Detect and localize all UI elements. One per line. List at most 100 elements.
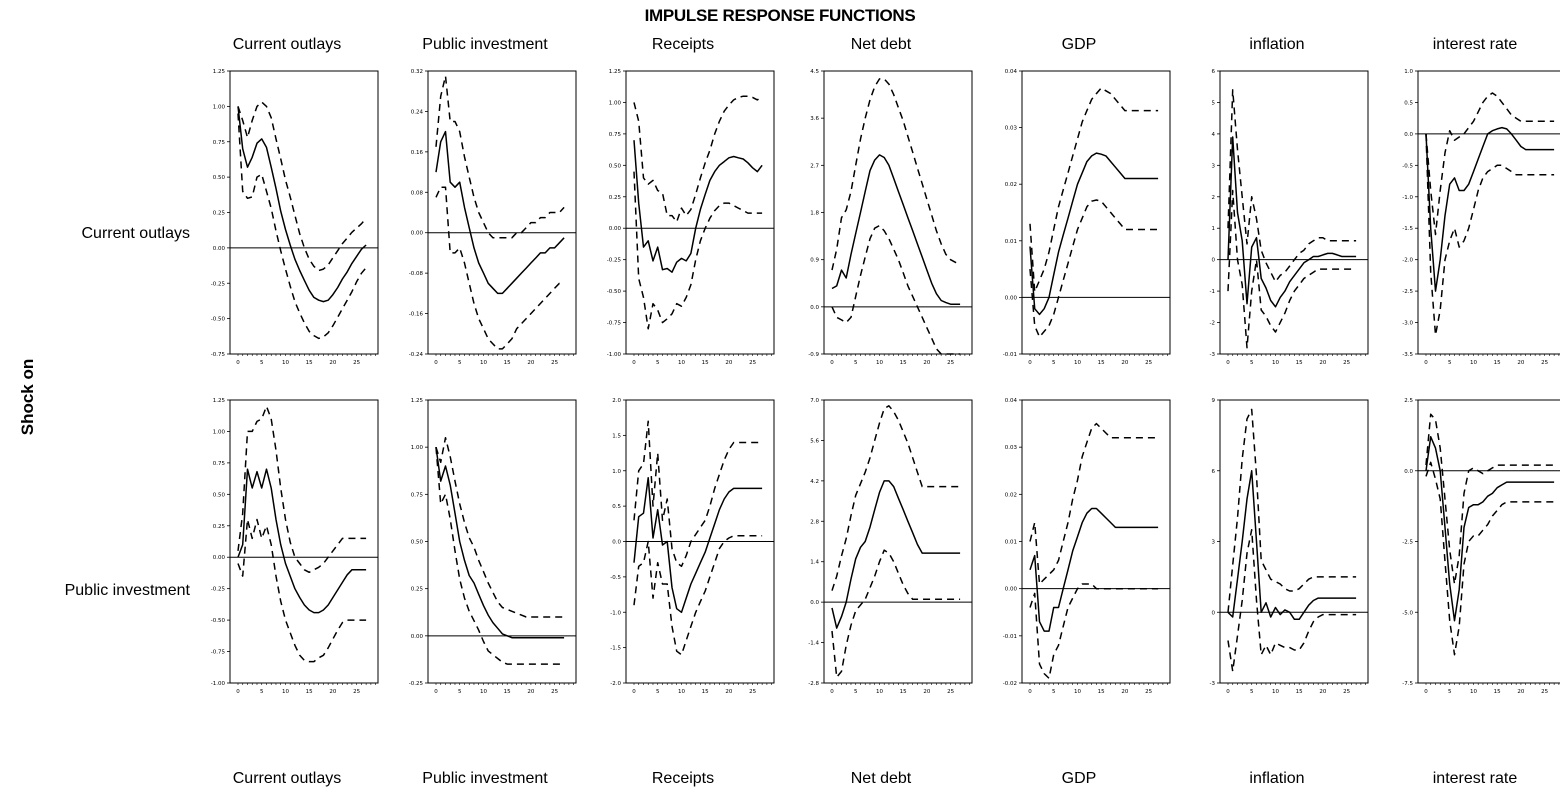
panel-r0-public-investment-ytick-label: 0.16 (411, 150, 424, 156)
panel-r0-public-investment-frame (427, 70, 577, 355)
panel-r0-public-investment-ytick-label: -0.16 (409, 312, 424, 318)
panel-r0-gdp-xtick-label: 10 (1074, 360, 1081, 366)
panel-r1-inflation-xtick-label: 15 (1296, 689, 1303, 695)
panel-r1-gdp: -0.02 -0.01 0.00 0.01 0.02 0.03 0.04 0 5 10 15 20 25 (1003, 398, 1171, 695)
panel-r1-receipts-ytick-label: -2.0 (610, 681, 621, 687)
panel-r0-public-investment-xtick-label: 20 (527, 360, 534, 366)
panel-r0-net-debt-ytick-label: 2.7 (810, 163, 819, 169)
panel-r0-inflation-xtick-label: 10 (1272, 360, 1279, 366)
panel-r0-receipts-upper-band (633, 95, 763, 223)
panel-r1-receipts: -2.0 -1.5 -1.0 -0.5 0.0 0.5 1.0 1.5 2.0 0 5 10 15 20 2… (610, 398, 775, 695)
panel-r0-current-outlays-ytick-label: 1.25 (213, 69, 226, 75)
panel-r0-receipts-ytick-label: -1.00 (607, 352, 622, 358)
panel-r0-receipts-ytick-label: 1.00 (609, 100, 622, 106)
panel-r0-inflation-ytick-label: 6 (1212, 69, 1216, 75)
panel-r1-public-investment-ytick-label: 1.25 (411, 398, 424, 404)
panel-r0-net-debt-ytick-label: 4.5 (810, 69, 819, 75)
panel-r1-interest-rate-xtick-label: 25 (1541, 689, 1548, 695)
panel-r0-inflation-upper-band (1227, 89, 1357, 283)
panel-r1-public-investment-xtick-label: 5 (458, 689, 462, 695)
top-column-title-net-debt: Net debt (850, 36, 912, 53)
panel-r0-gdp-upper-band (1029, 87, 1159, 293)
panel-r0-interest-rate-xtick-label: 15 (1494, 360, 1501, 366)
panel-r1-gdp-xtick-label: 20 (1121, 689, 1128, 695)
panel-r0-interest-rate-xtick-label: 10 (1470, 360, 1477, 366)
panel-r1-current-outlays-ytick-label: 0.00 (213, 555, 226, 561)
panel-r0-receipts-xtick-label: 0 (632, 360, 636, 366)
panel-r0-net-debt-xtick-label: 25 (947, 360, 954, 366)
panel-r0-receipts-ytick-label: 0.00 (609, 226, 622, 232)
panel-r1-gdp-ytick-label: 0.00 (1005, 587, 1018, 593)
panel-r1-inflation-xtick-label: 0 (1226, 689, 1230, 695)
panel-r0-gdp-xtick-label: 20 (1121, 360, 1128, 366)
panel-r0-public-investment-ytick-label: 0.24 (411, 109, 424, 115)
panel-r0-interest-rate-ytick-label: -3.5 (1402, 352, 1413, 358)
panel-r0-interest-rate-ytick-label: -3.0 (1402, 321, 1413, 327)
panel-r0-inflation-ytick-label: 0 (1212, 258, 1216, 264)
panel-r1-receipts-ytick-label: 0.5 (612, 504, 621, 510)
panel-r1-interest-rate-xtick-label: 15 (1494, 689, 1501, 695)
panel-r0-gdp-ytick-label: -0.01 (1003, 352, 1017, 358)
panel-r0-current-outlays-ytick-label: -0.50 (211, 317, 226, 323)
panel-r0-receipts-ytick-label: -0.25 (607, 258, 622, 264)
panel-r1-net-debt-xtick-label: 20 (923, 689, 930, 695)
panel-r1-inflation: -3 0 3 6 9 0 5 10 15 20 25 (1210, 398, 1369, 695)
panel-r1-current-outlays-frame (229, 399, 379, 684)
panel-r1-current-outlays-ytick-label: 0.50 (213, 492, 226, 498)
panel-r0-inflation-xtick-label: 0 (1226, 360, 1230, 366)
panel-r0-receipts-xtick-label: 10 (678, 360, 685, 366)
panel-r1-receipts-ytick-label: 1.0 (612, 469, 621, 475)
panel-r0-interest-rate-ytick-label: -1.0 (1402, 195, 1413, 201)
panel-r1-receipts-ytick-label: -1.5 (610, 646, 621, 652)
panel-r0-inflation-xtick-label: 25 (1343, 360, 1350, 366)
panel-r1-gdp-lower-band (1029, 583, 1159, 680)
panel-r0-current-outlays-xtick-label: 15 (306, 360, 313, 366)
panel-r0-interest-rate-ytick-label: -1.5 (1402, 226, 1413, 232)
panel-r0-gdp-response-line (1029, 152, 1159, 316)
bottom-column-title-receipts: Receipts (651, 770, 715, 787)
panel-r0-public-investment-upper-band (435, 75, 565, 239)
top-column-title-receipts: Receipts (651, 36, 715, 53)
panel-r0-current-outlays-ytick-label: -0.25 (211, 281, 226, 287)
panel-r0-interest-rate-ytick-label: 0.0 (1404, 132, 1413, 138)
panel-r0-receipts-xtick-label: 5 (656, 360, 660, 366)
panel-r0-inflation-ytick-label: 1 (1212, 226, 1216, 232)
panel-r0-public-investment-ytick-label: 0.00 (411, 231, 424, 237)
panel-r0-net-debt-response-line (831, 154, 961, 305)
panel-r1-net-debt-xtick-label: 15 (900, 689, 907, 695)
panel-r0-public-investment-ytick-label: -0.24 (409, 352, 424, 358)
panel-r1-inflation-ytick-label: 3 (1212, 540, 1216, 546)
panel-r0-inflation-lower-band (1227, 189, 1357, 349)
bottom-column-title-public-investment: Public investment (422, 770, 548, 787)
panel-r1-inflation-xtick-label: 25 (1343, 689, 1350, 695)
panel-r1-net-debt-ytick-label: 7.0 (810, 398, 819, 404)
panel-r0-receipts: -1.00 -0.75 -0.50 -0.25 0.00 0.25 0.50 0.75 1.00… (607, 69, 775, 366)
panel-r1-interest-rate: -7.5 -5.0 -2.5 0.0 2.5 0 5 10 15 20 25 (1402, 398, 1560, 695)
panel-r0-receipts-lower-band (633, 171, 763, 330)
panel-r0-receipts-ytick-label: 0.25 (609, 195, 622, 201)
panel-r1-gdp-xtick-label: 10 (1074, 689, 1081, 695)
panel-r1-inflation-ytick-label: 0 (1212, 610, 1216, 616)
panel-r1-receipts-xtick-label: 0 (632, 689, 636, 695)
panel-r1-current-outlays-ytick-label: 1.00 (213, 429, 226, 435)
bottom-column-title-interest-rate: interest rate (1432, 770, 1518, 787)
panel-r0-inflation-ytick-label: -3 (1210, 352, 1216, 358)
panel-r1-current-outlays-xtick-label: 0 (236, 689, 240, 695)
panel-r1-current-outlays-ytick-label: -0.50 (211, 618, 226, 624)
panel-r1-interest-rate-xtick-label: 20 (1517, 689, 1524, 695)
panel-r1-public-investment-ytick-label: 0.00 (411, 634, 424, 640)
panel-r1-receipts-xtick-label: 15 (702, 689, 709, 695)
panel-r0-public-investment-response-line (435, 130, 565, 295)
panel-r0-net-debt-lower-band (831, 224, 961, 355)
panel-r1-public-investment-frame (427, 399, 577, 684)
panel-r1-inflation-ytick-label: 6 (1212, 469, 1216, 475)
panel-r0-receipts-ytick-label: 0.50 (609, 163, 622, 169)
panel-r1-interest-rate-lower-band (1425, 461, 1555, 656)
panel-r0-receipts-xtick-label: 25 (749, 360, 756, 366)
panel-r1-net-debt-ytick-label: 5.6 (810, 438, 819, 444)
panel-r1-receipts-xtick-label: 20 (725, 689, 732, 695)
panel-r1-current-outlays-ytick-label: -0.75 (211, 650, 226, 656)
panel-r0-net-debt-ytick-label: 3.6 (810, 116, 819, 122)
panel-r1-receipts-ytick-label: 1.5 (612, 433, 621, 439)
